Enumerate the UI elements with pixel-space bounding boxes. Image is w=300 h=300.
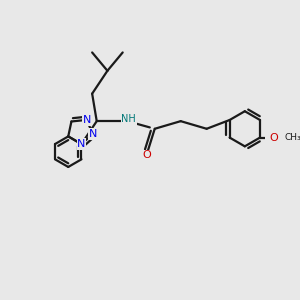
Text: O: O (270, 133, 278, 142)
Text: N: N (82, 115, 91, 125)
Text: NH: NH (121, 114, 136, 124)
Text: N: N (77, 139, 86, 149)
Text: CH₃: CH₃ (284, 133, 300, 142)
Text: N: N (88, 129, 97, 139)
Text: O: O (143, 150, 152, 160)
